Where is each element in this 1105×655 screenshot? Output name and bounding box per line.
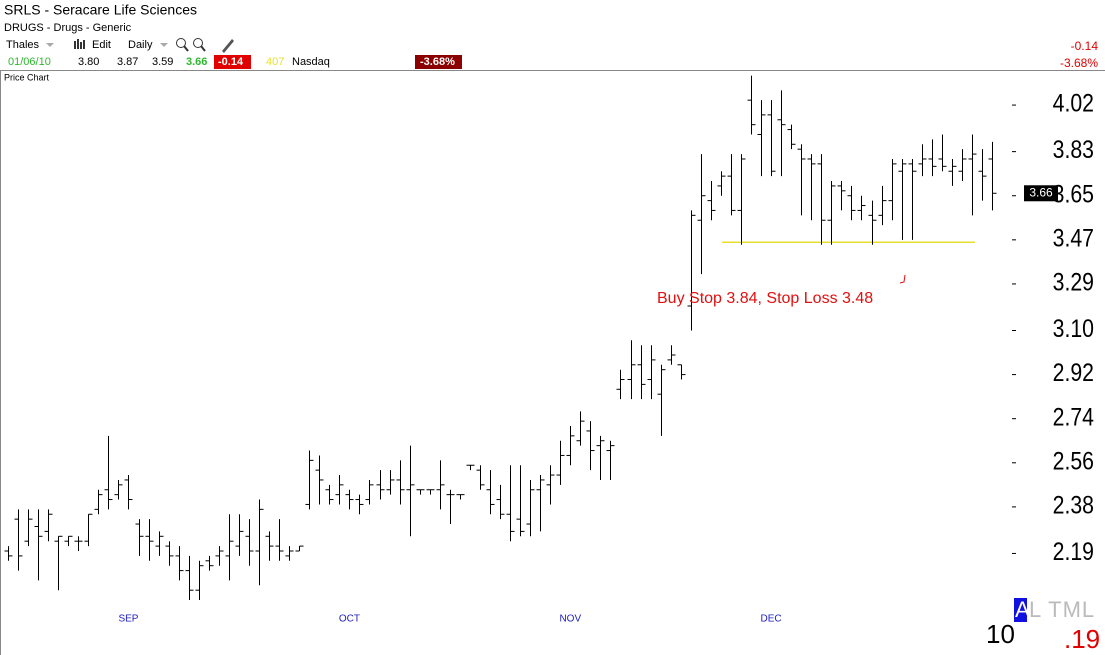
y-tick-label: 2.19: [1053, 537, 1094, 565]
y-tick-label: 2.38: [1053, 491, 1094, 519]
quote-volume: 407: [266, 56, 284, 68]
tab-active[interactable]: A: [1015, 597, 1030, 622]
change-badge: [214, 55, 251, 69]
panel-label: Price Chart: [4, 72, 50, 82]
zoom-in[interactable]: [176, 38, 189, 52]
x-tick-label: SEP: [118, 614, 138, 625]
y-tick-label: 3.29: [1053, 268, 1094, 296]
y-tick-label: 3.47: [1053, 224, 1094, 252]
zoom-out[interactable]: [193, 38, 206, 52]
y-tick-label: 2.74: [1053, 403, 1094, 431]
draw-tool[interactable]: [222, 39, 234, 53]
tab-highlight: [1014, 598, 1027, 622]
quote-open: 3.80: [78, 56, 99, 68]
industry: DRUGS - Drugs - Generic: [4, 22, 132, 34]
y-tick-label: 2.56: [1053, 447, 1094, 475]
x-tick-label: OCT: [339, 614, 360, 625]
footer-right-value: .19: [1064, 624, 1100, 654]
quote-exchange: Nasdaq: [292, 56, 330, 68]
quote-close: 3.66: [186, 56, 207, 68]
quote-low: 3.59: [152, 56, 173, 68]
quote-change-pct: -3.68%: [420, 56, 455, 68]
change-pct-badge: [415, 55, 462, 69]
x-tick-label: NOV: [559, 614, 581, 625]
y-tick-label: 2.92: [1053, 359, 1094, 387]
last-price-box: [1024, 185, 1058, 202]
quote-high: 3.87: [117, 56, 138, 68]
period-menu[interactable]: Daily: [128, 39, 153, 51]
quote-change: -0.14: [218, 56, 244, 68]
quote-date: 01/06/10: [8, 56, 51, 68]
y-tick-label: 3.83: [1053, 136, 1094, 164]
tabs[interactable]: L TML: [1029, 597, 1095, 622]
dropdown-arrow[interactable]: [160, 43, 168, 47]
y-tick-label: 4.02: [1053, 89, 1094, 117]
right-change-pct: -3.68%: [1060, 56, 1098, 70]
dropdown-arrow[interactable]: [46, 43, 54, 47]
edit-button[interactable]: Edit: [92, 39, 111, 51]
user-menu[interactable]: Thales: [6, 39, 40, 51]
right-change: -0.14: [1071, 39, 1099, 53]
x-tick-label: DEC: [761, 614, 782, 625]
y-tick-label: 3.65: [1053, 180, 1094, 208]
footer-left-value: 10: [986, 619, 1015, 649]
symbol-title: SRLS - Seracare Life Sciences: [4, 2, 197, 18]
annotation-pointer: [899, 274, 906, 284]
y-tick-label: 3.10: [1053, 314, 1094, 342]
annotation: Buy Stop 3.84, Stop Loss 3.48: [657, 290, 873, 307]
edit-icon[interactable]: [74, 39, 85, 49]
last-price: 3.66: [1029, 185, 1053, 199]
